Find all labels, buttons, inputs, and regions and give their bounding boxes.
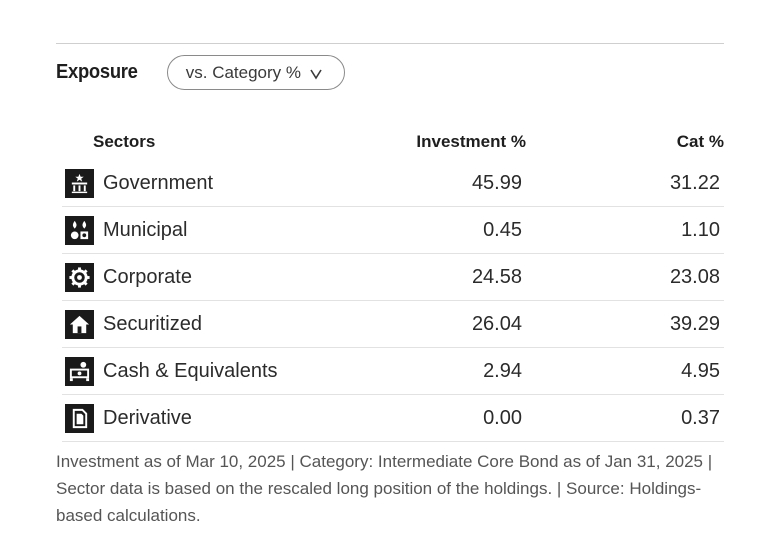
category-value: 4.95 [681, 359, 720, 382]
column-header-investment: Investment % [416, 132, 526, 151]
table-row: Municipal 0.45 1.10 [62, 207, 724, 254]
investment-value: 2.94 [483, 359, 522, 382]
column-header-category: Cat % [676, 132, 724, 151]
category-value: 39.29 [669, 312, 720, 335]
exposure-header: Exposure vs. Category % [56, 54, 345, 91]
chevron-down-icon [309, 66, 323, 80]
top-divider [56, 43, 724, 44]
sector-name: Municipal [103, 218, 188, 241]
table-row: Securitized 26.04 39.29 [62, 301, 724, 348]
sector-name: Cash & Equivalents [103, 359, 278, 382]
category-value: 23.08 [669, 265, 720, 288]
investment-value: 0.45 [483, 218, 522, 241]
investment-value: 26.04 [471, 312, 522, 335]
category-value: 1.10 [681, 218, 720, 241]
table-row: Derivative 0.00 0.37 [62, 395, 724, 442]
table-row: Cash & Equivalents 2.94 4.95 [62, 348, 724, 395]
table-row: Government 45.99 31.22 [62, 160, 724, 207]
corporate-gear-icon [65, 262, 94, 292]
sector-name: Derivative [103, 406, 192, 429]
comparison-dropdown[interactable]: vs. Category % [166, 55, 345, 90]
investment-value: 0.00 [483, 406, 522, 429]
investment-value: 45.99 [471, 171, 522, 194]
government-icon [65, 168, 94, 198]
document-icon [65, 403, 94, 433]
sector-table: Sectors Investment % Cat % Government [62, 124, 724, 442]
category-value: 0.37 [681, 406, 720, 429]
footnote: Investment as of Mar 10, 2025 | Category… [56, 452, 713, 525]
sector-name: Securitized [103, 312, 202, 335]
dropdown-selected-value: vs. Category % [185, 62, 302, 82]
sector-name: Corporate [103, 265, 192, 288]
column-header-sectors: Sectors [93, 132, 156, 151]
table-row: Corporate 24.58 23.08 [62, 254, 724, 301]
section-title: Exposure [56, 61, 138, 83]
house-icon [65, 309, 94, 339]
cash-icon [65, 356, 94, 386]
table-header: Sectors Investment % Cat % [62, 124, 724, 160]
category-value: 31.22 [669, 171, 720, 194]
municipal-icon [65, 215, 94, 245]
sector-name: Government [103, 171, 214, 194]
investment-value: 24.58 [471, 265, 522, 288]
